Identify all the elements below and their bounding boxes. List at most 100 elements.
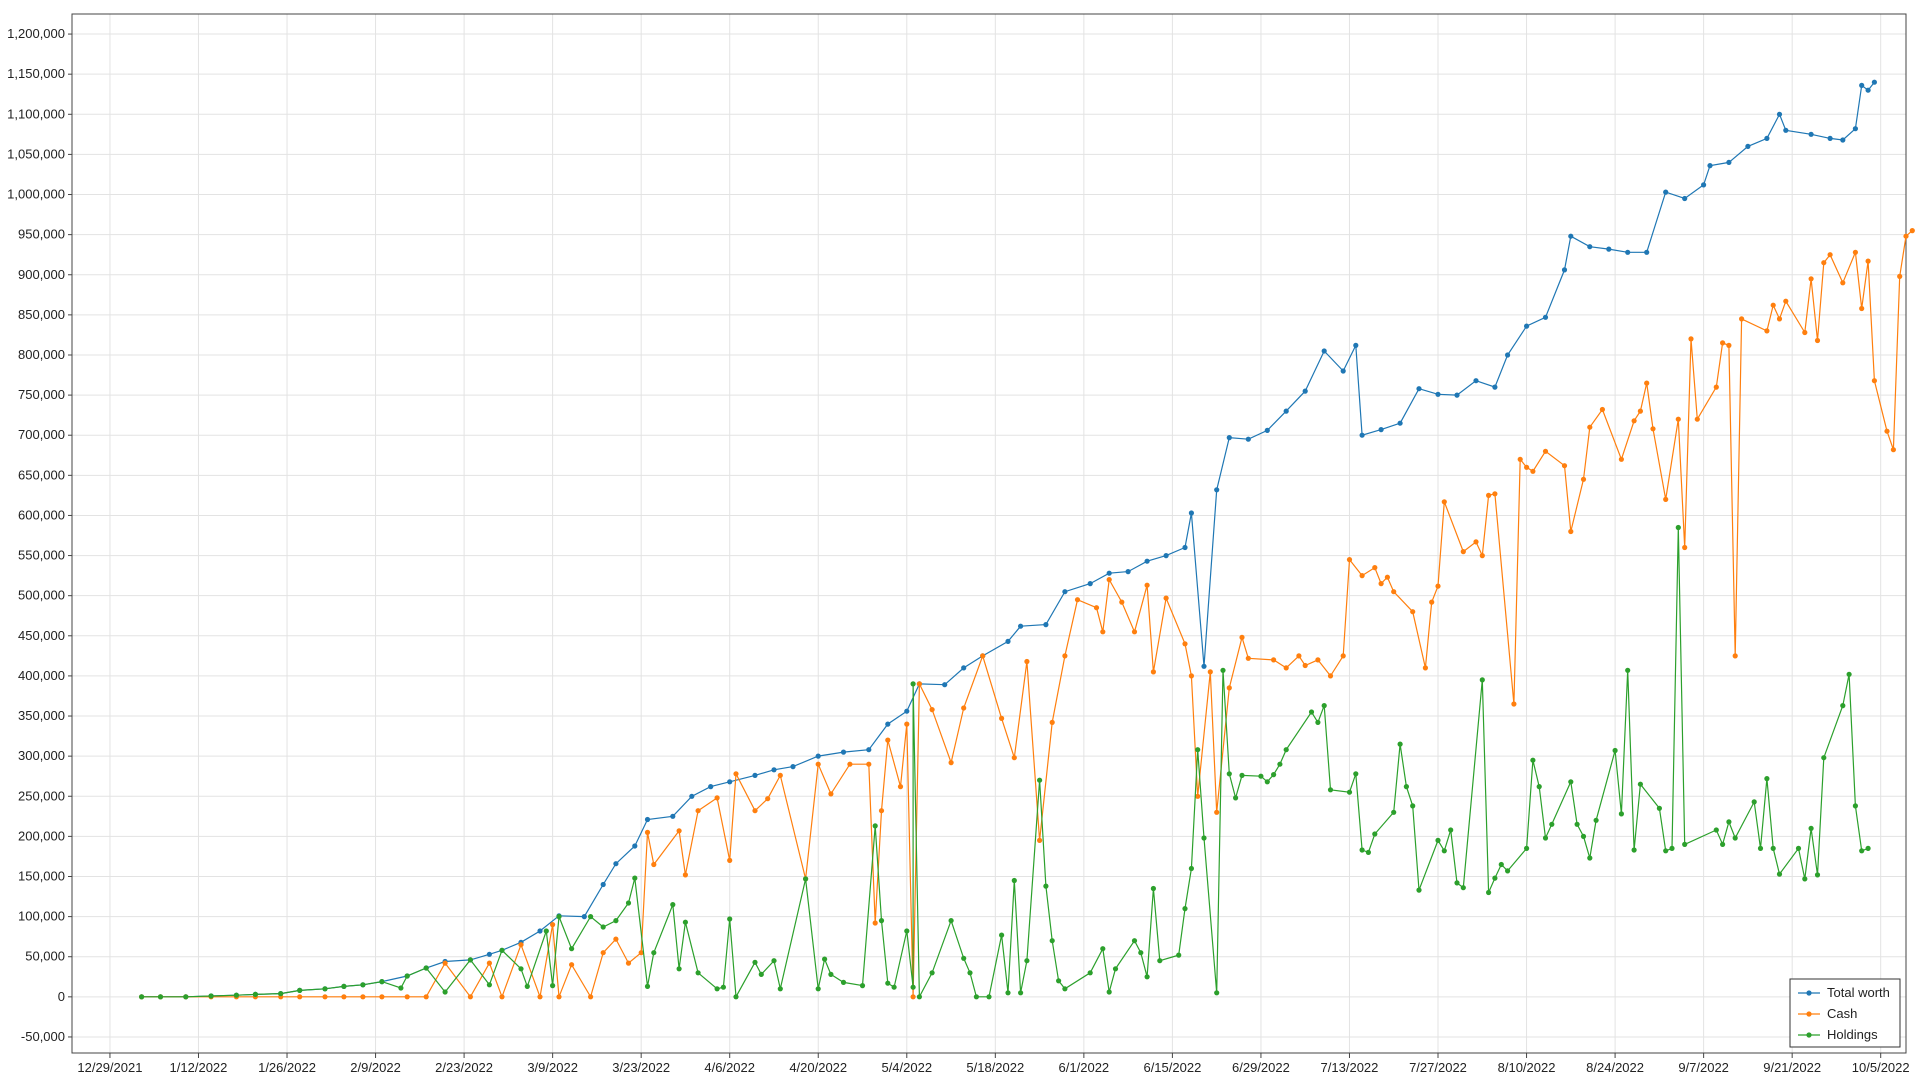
data-point-total-worth: [1473, 378, 1479, 384]
data-point-cash: [1840, 280, 1846, 286]
data-point-cash: [1150, 669, 1156, 675]
data-point-total-worth: [815, 753, 821, 759]
data-point-cash: [1315, 657, 1321, 663]
data-point-holdings: [651, 950, 657, 956]
data-point-holdings: [967, 970, 973, 976]
data-point-holdings: [1663, 848, 1669, 854]
data-point-cash: [1492, 491, 1498, 497]
data-point-holdings: [986, 994, 992, 1000]
data-point-total-worth: [1827, 135, 1833, 141]
data-point-holdings: [341, 983, 347, 990]
data-point-total-worth: [1214, 487, 1220, 493]
y-tick-label: 50,000: [25, 949, 65, 964]
data-point-cash: [1479, 553, 1485, 559]
data-point-cash: [1422, 665, 1428, 671]
data-point-holdings: [252, 991, 258, 998]
data-point-cash: [499, 994, 505, 1000]
data-point-cash: [1410, 609, 1416, 615]
y-tick-label: 750,000: [18, 387, 65, 402]
data-point-cash: [1037, 837, 1043, 844]
data-point-cash: [904, 721, 910, 727]
data-point-holdings: [1264, 779, 1270, 785]
data-point-cash: [733, 771, 739, 777]
data-point-cash: [1435, 583, 1441, 589]
data-point-cash: [1517, 456, 1523, 462]
data-point-holdings: [714, 986, 720, 992]
data-point-holdings: [1391, 809, 1397, 815]
x-tick-label: 8/10/2022: [1498, 1060, 1556, 1075]
data-point-holdings: [1492, 875, 1498, 881]
data-point-cash: [727, 857, 733, 864]
data-point-holdings: [1201, 835, 1207, 841]
x-tick-label: 4/20/2022: [789, 1060, 847, 1075]
y-tick-label: 550,000: [18, 548, 65, 563]
data-point-holdings: [676, 966, 682, 972]
data-point-holdings: [1764, 776, 1770, 782]
data-point-holdings: [910, 681, 916, 687]
data-point-cash: [442, 960, 448, 966]
data-point-holdings: [1416, 887, 1422, 893]
data-point-holdings: [1087, 970, 1093, 976]
data-point-cash: [1726, 342, 1732, 348]
data-point-holdings: [1353, 771, 1359, 777]
data-point-holdings: [1100, 946, 1106, 952]
data-point-holdings: [1568, 779, 1574, 785]
data-point-cash: [1024, 658, 1030, 665]
data-point-total-worth: [613, 861, 619, 867]
data-point-holdings: [1226, 771, 1232, 777]
data-point-holdings: [644, 983, 651, 990]
data-point-holdings: [777, 986, 783, 992]
data-point-cash: [1441, 499, 1447, 505]
data-point-total-worth: [1018, 623, 1024, 629]
data-point-holdings: [904, 928, 910, 934]
data-point-holdings: [1865, 845, 1871, 852]
y-tick-label: 1,200,000: [7, 26, 65, 41]
data-point-total-worth: [1378, 427, 1384, 433]
data-point-cash: [1694, 416, 1700, 422]
y-tick-label: 950,000: [18, 227, 65, 242]
data-point-holdings: [727, 916, 733, 922]
data-point-total-worth: [1764, 135, 1770, 141]
data-point-total-worth: [670, 813, 676, 819]
data-point-cash: [885, 737, 891, 743]
x-tick-label: 6/15/2022: [1143, 1060, 1201, 1075]
data-point-cash: [1188, 673, 1194, 679]
legend-label-holdings: Holdings: [1827, 1027, 1878, 1042]
data-point-total-worth: [1144, 558, 1150, 564]
y-tick-label: 1,100,000: [7, 106, 65, 121]
data-point-holdings: [1637, 781, 1643, 787]
data-point-holdings: [1182, 906, 1188, 912]
data-point-total-worth: [1701, 182, 1707, 188]
data-point-cash: [322, 994, 328, 1000]
data-point-holdings: [379, 979, 385, 985]
data-point-cash: [1897, 273, 1903, 279]
data-point-holdings: [467, 957, 473, 963]
data-point-total-worth: [752, 772, 758, 779]
data-point-holdings: [1321, 703, 1327, 709]
data-point-cash: [1909, 228, 1915, 234]
data-point-holdings: [1024, 958, 1030, 964]
y-tick-label: 800,000: [18, 347, 65, 362]
data-point-cash: [1074, 597, 1081, 603]
data-point-holdings: [695, 970, 701, 976]
data-point-cash: [1808, 276, 1814, 282]
y-tick-label: 850,000: [18, 307, 65, 322]
data-point-holdings: [682, 919, 689, 925]
data-point-cash: [404, 994, 410, 1000]
data-point-holdings: [1536, 784, 1542, 790]
data-point-holdings: [1403, 784, 1409, 790]
data-point-holdings: [815, 986, 821, 992]
data-point-cash: [1675, 416, 1681, 422]
data-point-holdings: [1846, 671, 1852, 677]
data-point-cash: [1011, 755, 1017, 761]
data-point-cash: [999, 715, 1005, 722]
data-point-holdings: [1751, 799, 1757, 805]
data-point-cash: [625, 960, 632, 966]
data-point-holdings: [1271, 772, 1277, 778]
data-point-cash: [828, 791, 834, 797]
data-point-cash: [1460, 549, 1466, 555]
data-point-total-worth: [537, 928, 543, 934]
data-point-total-worth: [1625, 249, 1631, 255]
data-point-holdings: [1441, 848, 1447, 854]
data-point-holdings: [771, 958, 777, 964]
